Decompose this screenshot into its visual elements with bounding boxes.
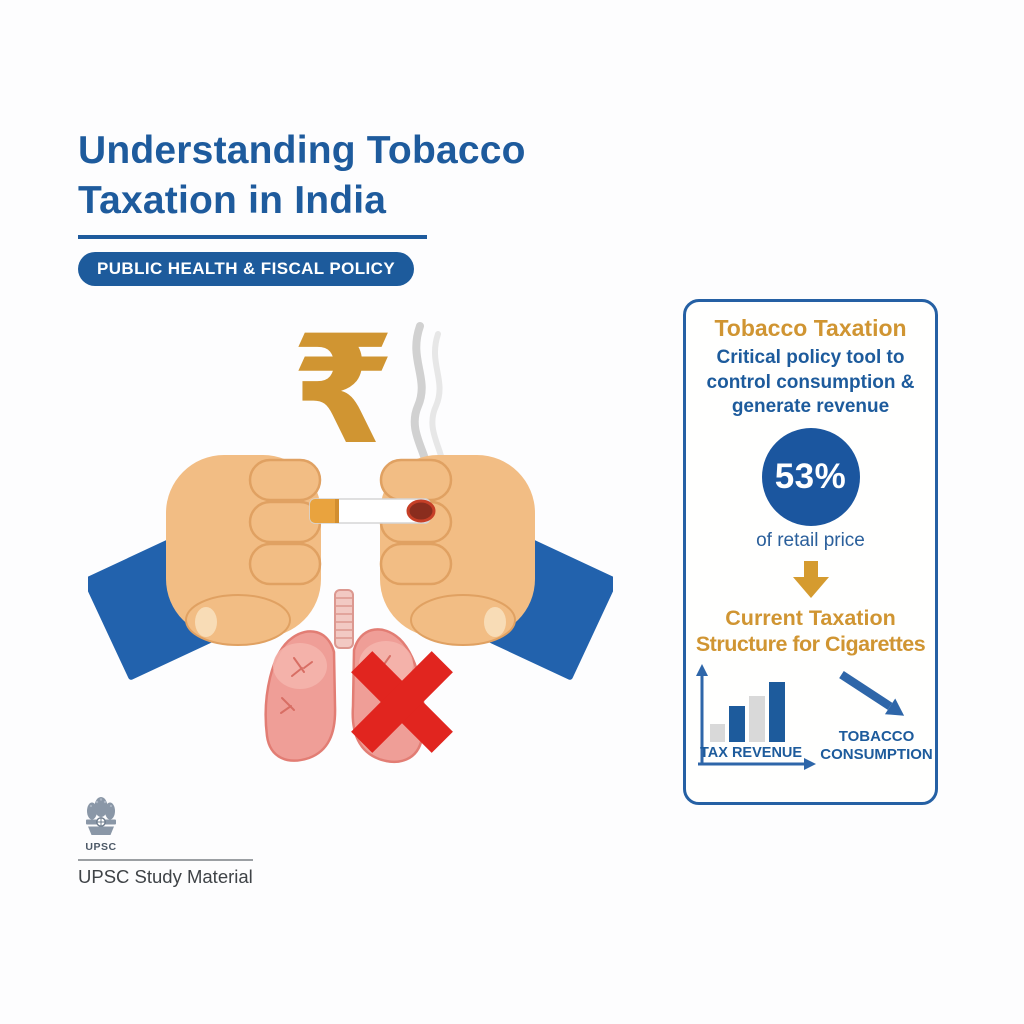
upsc-emblem: UPSC	[80, 797, 122, 853]
section-heading: Current Taxation Structure for Cigarette…	[695, 605, 926, 657]
red-cross-icon	[351, 651, 453, 753]
info-panel: Tobacco Taxation Critical policy tool to…	[683, 299, 938, 805]
stat-caption: of retail price	[756, 529, 865, 551]
page-title: Understanding Tobacco Taxation in India	[78, 126, 526, 226]
header: Understanding Tobacco Taxation in India …	[78, 126, 526, 286]
title-line-1: Understanding Tobacco	[78, 129, 526, 172]
ashoka-lion-capital-icon	[86, 797, 116, 835]
hands-breaking-cigarette-illustration: ₹	[88, 306, 613, 764]
trend-label: TOBACCO CONSUMPTION	[820, 728, 933, 763]
left-fist	[166, 455, 322, 646]
cigarette	[309, 498, 436, 524]
panel-description: Critical policy tool to control consumpt…	[706, 347, 915, 417]
footer-caption: UPSC Study Material	[78, 859, 253, 888]
chart-row: TAX REVENUE TOBACCO CONSUMPTION	[686, 662, 935, 774]
title-line-2: Taxation in India	[78, 178, 387, 222]
emblem-label: UPSC	[85, 841, 117, 853]
right-fist	[379, 455, 535, 646]
stat-value: 53%	[774, 456, 847, 496]
chart-label: TAX REVENUE	[700, 745, 802, 761]
trend-block: TOBACCO CONSUMPTION	[820, 662, 933, 763]
tax-revenue-bar-chart-icon: TAX REVENUE	[696, 664, 816, 771]
down-arrow-icon	[792, 560, 829, 598]
title-underline	[78, 234, 427, 239]
rupee-symbol: ₹	[291, 306, 395, 474]
downward-trend-arrow-icon	[838, 671, 904, 716]
footer: UPSC UPSC Study Material	[78, 797, 253, 888]
topic-badge: PUBLIC HEALTH & FISCAL POLICY	[78, 251, 415, 286]
stat-circle: 53%	[761, 427, 860, 526]
panel-heading: Tobacco Taxation	[714, 315, 907, 341]
